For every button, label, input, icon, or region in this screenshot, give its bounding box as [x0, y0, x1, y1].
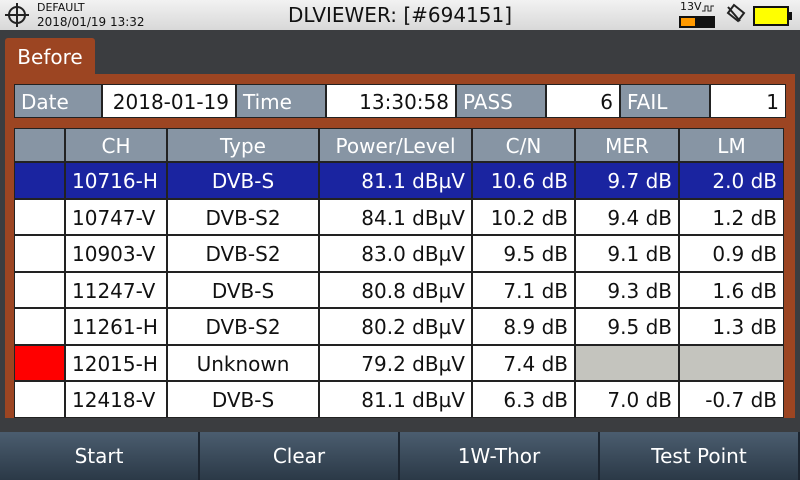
table-cell[interactable]: 79.2 dBµV — [319, 344, 472, 381]
table-cell[interactable]: 2.0 dB — [679, 162, 784, 199]
button-bar: Start Clear 1W-Thor Test Point — [0, 432, 800, 480]
table-cell[interactable]: DVB-S2 — [167, 235, 319, 272]
tab[interactable]: Before — [5, 38, 95, 75]
table-cell[interactable]: 1.2 dB — [679, 198, 784, 235]
table-cell[interactable]: 9.5 dB — [472, 235, 575, 272]
row-flag[interactable] — [14, 308, 65, 345]
title: DLVIEWER: [#694151] — [287, 3, 513, 27]
row-flag[interactable] — [14, 198, 65, 235]
table-cell[interactable]: 10.6 dB — [472, 162, 575, 199]
table-cell[interactable]: 10747-V — [65, 198, 167, 235]
status-icons — [679, 3, 792, 28]
table-cell[interactable]: 12418-V — [65, 381, 167, 418]
table-cell[interactable]: 7.1 dB — [472, 271, 575, 308]
table-cell[interactable]: 11261-H — [65, 308, 167, 345]
table-cell[interactable]: DVB-S — [167, 381, 319, 418]
table-cell[interactable]: 80.2 dBµV — [319, 308, 472, 345]
value: 1 — [710, 84, 786, 118]
table-cell[interactable]: 9.3 dB — [575, 271, 679, 308]
button[interactable]: Start — [0, 432, 200, 480]
table-cell[interactable]: 81.1 dBµV — [319, 381, 472, 418]
label: FAIL — [620, 84, 710, 118]
table-cell[interactable]: 84.1 dBµV — [319, 198, 472, 235]
table-cell[interactable]: 9.1 dB — [575, 235, 679, 272]
table-cell[interactable]: DVB-S2 — [167, 308, 319, 345]
label: Time — [236, 84, 326, 118]
table-cell[interactable]: 1.3 dB — [679, 308, 784, 345]
table-cell[interactable]: 11247-V — [65, 271, 167, 308]
table-cell[interactable]: 9.4 dB — [575, 198, 679, 235]
table-cell[interactable]: 80.8 dBµV — [319, 271, 472, 308]
value: 6 — [546, 84, 620, 118]
table-cell[interactable]: 83.0 dBµV — [319, 235, 472, 272]
table-cell[interactable]: -0.7 dB — [679, 381, 784, 418]
label: Date — [14, 84, 102, 118]
table: CH Type Power/Level C/N MER LM 10716-H DVB-S 81.… — [14, 128, 784, 418]
row-flag[interactable] — [14, 381, 65, 418]
row-flag[interactable] — [14, 271, 65, 308]
table-cell[interactable]: 7.4 dB — [472, 344, 575, 381]
label: PASS — [456, 84, 546, 118]
status-bar: DEFAULT 2018/01/19 13:32 DLVIEWER: [#694… — [0, 0, 800, 30]
table-cell[interactable] — [575, 344, 679, 381]
table-cell[interactable]: 0.9 dB — [679, 235, 784, 272]
table-cell[interactable]: 10903-V — [65, 235, 167, 272]
button[interactable]: Test Point — [600, 432, 800, 480]
header-cell — [14, 128, 65, 162]
table-cell[interactable]: 10.2 dB — [472, 198, 575, 235]
table-cell[interactable]: DVB-S — [167, 162, 319, 199]
table-cell[interactable]: 1.6 dB — [679, 271, 784, 308]
header-cell: C/N — [472, 128, 575, 162]
crosshair-icon — [5, 3, 29, 27]
header-cell: Power/Level — [319, 128, 472, 162]
value: 2018-01-19 — [102, 84, 236, 118]
row-flag[interactable] — [14, 344, 65, 381]
value: 13:30:58 — [326, 84, 456, 118]
table-cell[interactable]: DVB-S — [167, 271, 319, 308]
table-cell[interactable]: DVB-S2 — [167, 198, 319, 235]
table-cell[interactable]: 10716-H — [65, 162, 167, 199]
header-cell: CH — [65, 128, 167, 162]
button[interactable]: Clear — [200, 432, 400, 480]
table-cell[interactable]: Unknown — [167, 344, 319, 381]
table-cell[interactable] — [679, 344, 784, 381]
table-cell[interactable]: 9.7 dB — [575, 162, 679, 199]
table-cell[interactable]: 81.1 dBµV — [319, 162, 472, 199]
header-cell: LM — [679, 128, 784, 162]
table-cell[interactable]: 9.5 dB — [575, 308, 679, 345]
header-cell: Type — [167, 128, 319, 162]
button[interactable]: 1W-Thor — [400, 432, 600, 480]
row-flag[interactable] — [14, 162, 65, 199]
table-cell[interactable]: 12015-H — [65, 344, 167, 381]
table-cell[interactable]: 8.9 dB — [472, 308, 575, 345]
row-flag[interactable] — [14, 235, 65, 272]
datetime: 2018/01/19 13:32 — [37, 15, 145, 29]
voltage: 13V — [680, 0, 702, 13]
table-cell[interactable]: 6.3 dB — [472, 381, 575, 418]
profile: DEFAULT — [37, 1, 85, 14]
table-cell[interactable]: 7.0 dB — [575, 381, 679, 418]
header-cell: MER — [575, 128, 679, 162]
